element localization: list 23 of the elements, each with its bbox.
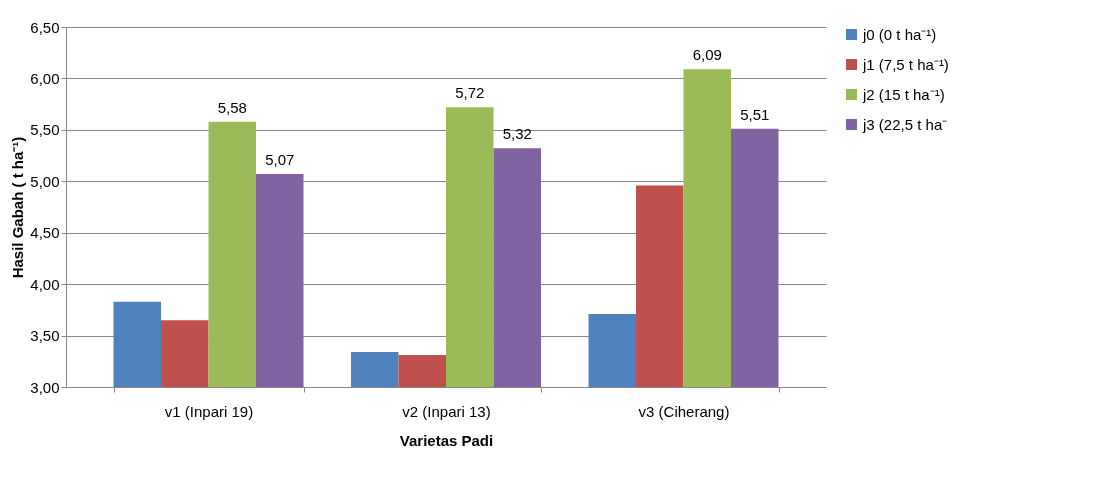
x-tick-label: v1 (Inpari 19) (164, 402, 254, 420)
legend-label: j0 (0 t ha⁻¹) (862, 25, 937, 43)
y-tick-label: 3,50 (30, 327, 60, 345)
legend-label: j1 (7,5 t ha⁻¹) (862, 55, 949, 73)
x-tick-label: v2 (Inpari 13) (402, 402, 491, 420)
y-tick-label: 6,00 (30, 69, 60, 87)
y-tick-label: 4,50 (30, 224, 60, 242)
y-tick-label: 4,00 (30, 275, 60, 293)
y-tick-label: 5,00 (30, 172, 60, 190)
data-label: 5,32 (502, 125, 532, 143)
data-label: 5,58 (217, 98, 247, 116)
data-label: 5,51 (740, 105, 770, 123)
y-axis-title: Hasil Gabah ( t ha⁻¹) (9, 136, 27, 279)
data-label: 5,07 (265, 151, 295, 169)
legend-label: j3 (22,5 t ha⁻ (862, 115, 948, 133)
y-tick-label: 6,50 (30, 18, 60, 36)
x-axis-title: Varietas Padi (399, 431, 494, 449)
y-tick-label: 5,50 (30, 121, 60, 139)
x-tick-label: v3 (Ciherang) (638, 402, 730, 420)
y-tick-label: 3,00 (30, 378, 60, 396)
legend-label: j2 (15 t ha⁻¹) (862, 85, 945, 103)
data-label: 6,09 (692, 46, 722, 64)
data-label: 5,72 (455, 84, 485, 102)
